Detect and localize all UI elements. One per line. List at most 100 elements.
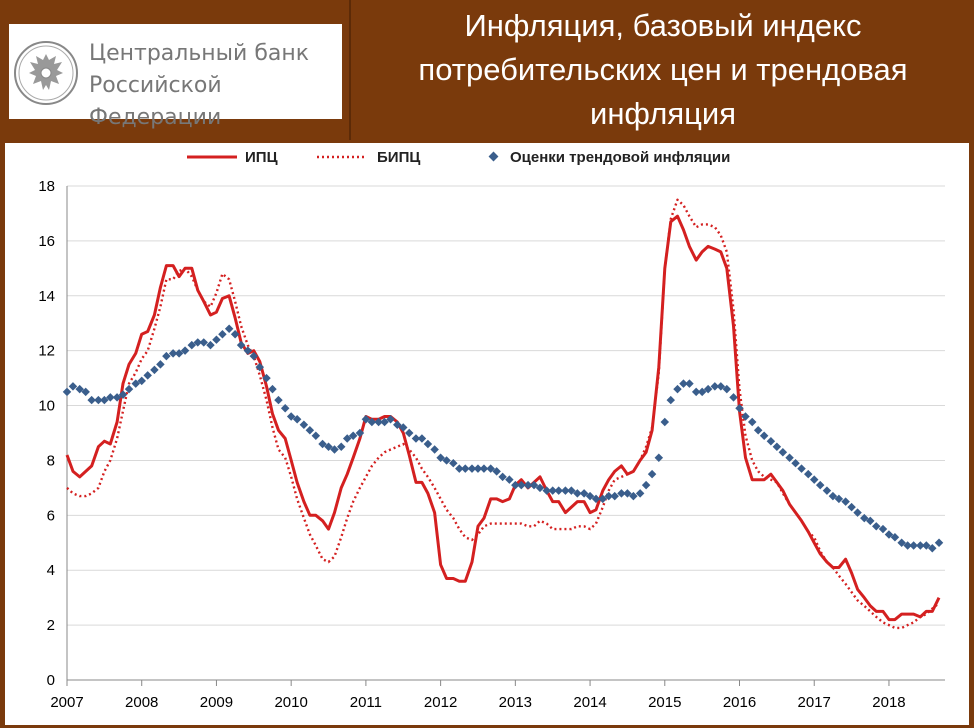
trend-point: [324, 442, 333, 451]
trend-point: [517, 480, 526, 490]
title-line-1: Инфляция, базовый индекс: [464, 8, 862, 43]
trend-point: [100, 395, 109, 405]
trend-point: [467, 464, 477, 473]
trend-point: [150, 365, 159, 375]
trend-point: [759, 431, 769, 440]
trend-point: [156, 360, 165, 369]
trend-point: [604, 491, 613, 501]
trend-point: [654, 453, 664, 462]
logo-text: Центральный банк Российской Федерации: [89, 38, 342, 134]
title-line-2: потребительских цен и трендовая: [418, 52, 908, 87]
logo-line-2: Российской Федерации: [89, 73, 222, 130]
trend-point: [94, 395, 103, 405]
trend-point: [809, 475, 819, 484]
trend-point: [342, 434, 352, 443]
trend-point: [68, 382, 78, 391]
trend-point: [542, 486, 551, 495]
trend-point: [318, 439, 327, 449]
trend-point: [629, 491, 638, 501]
trend-point: [529, 480, 539, 490]
trend-point: [449, 458, 458, 468]
legend: ИПЦ БИПЦ Оценки трендовой инфляции: [187, 149, 730, 166]
x-tick-label: 2018: [872, 694, 905, 711]
trend-point: [430, 445, 439, 454]
trend-point: [236, 340, 246, 350]
trend-point: [579, 489, 589, 498]
trend-point: [741, 412, 750, 421]
trend-point: [735, 404, 744, 413]
header-divider: [349, 0, 351, 140]
x-tick-label: 2016: [723, 694, 756, 711]
trend-point: [791, 458, 800, 468]
trend-point: [404, 428, 414, 438]
trend-point: [567, 486, 576, 495]
series-layer: [62, 198, 944, 630]
trend-point: [710, 382, 720, 391]
trend-point: [81, 387, 90, 397]
trend-point: [766, 436, 776, 446]
y-tick-label: 4: [47, 562, 55, 579]
trend-point: [679, 379, 688, 388]
trend-point: [523, 480, 533, 490]
trend-point: [75, 384, 84, 394]
trend-point: [311, 431, 321, 440]
chart-area: 0 2 4 6 8 10 12 14 16 18 2007 2008 2009 2010 2011 2012 2…: [5, 143, 969, 725]
trend-point: [162, 351, 171, 361]
trend-point: [585, 491, 595, 501]
trend-point: [417, 434, 427, 443]
trend-point: [598, 494, 608, 504]
trend-point: [505, 475, 514, 484]
y-tick-label: 2: [47, 617, 55, 634]
x-tick-label: 2013: [499, 694, 532, 711]
trend-point: [772, 442, 782, 451]
trend-point: [292, 415, 302, 424]
trend-point: [610, 491, 619, 501]
y-tick-label: 16: [38, 233, 55, 250]
trend-point: [473, 464, 483, 473]
trend-point: [561, 486, 570, 495]
trend-point: [673, 384, 682, 394]
trend-point: [647, 469, 657, 479]
trend-point: [143, 371, 152, 380]
trend-point: [118, 390, 128, 399]
trend-point: [62, 387, 72, 397]
y-tick-label: 8: [47, 452, 55, 469]
y-tick-label: 10: [38, 398, 55, 415]
trend-point: [492, 467, 501, 476]
trend-point: [243, 346, 253, 355]
slide-title: Инфляция, базовый индекс потребительских…: [352, 4, 974, 136]
trend-point: [174, 349, 184, 358]
trend-point: [187, 340, 197, 350]
trend-point: [860, 513, 869, 523]
title-line-3: инфляция: [590, 96, 736, 131]
y-tick-label: 6: [47, 507, 55, 524]
trend-point: [199, 338, 208, 347]
trend-point: [87, 395, 96, 405]
trend-point: [617, 489, 626, 498]
trend-point: [828, 491, 838, 501]
core-cpi-line: [66, 198, 940, 630]
trend-point: [535, 483, 545, 493]
trend-point: [834, 494, 844, 504]
trend-point: [224, 324, 234, 333]
trend-point: [753, 426, 763, 435]
trend-point: [131, 379, 140, 388]
legend-trend-swatch: [488, 151, 499, 162]
x-tick-label: 2014: [573, 694, 606, 711]
trend-point: [436, 453, 445, 462]
legend-core-label: БИПЦ: [377, 149, 420, 166]
trend-point: [498, 472, 507, 482]
x-tick-label: 2012: [424, 694, 457, 711]
x-tick-label: 2010: [274, 694, 307, 711]
trend-point: [355, 428, 365, 438]
x-tick-label: 2007: [50, 694, 83, 711]
trend-point: [106, 393, 115, 402]
trend-point: [193, 338, 203, 347]
trend-point: [299, 420, 309, 430]
trend-point: [399, 423, 408, 432]
trend-point: [554, 486, 563, 495]
y-tick-label: 18: [38, 178, 55, 195]
trend-point: [666, 395, 676, 405]
axes: 0 2 4 6 8 10 12 14 16 18 2007 2008 2009 2010 2011 2012 2…: [38, 178, 945, 711]
